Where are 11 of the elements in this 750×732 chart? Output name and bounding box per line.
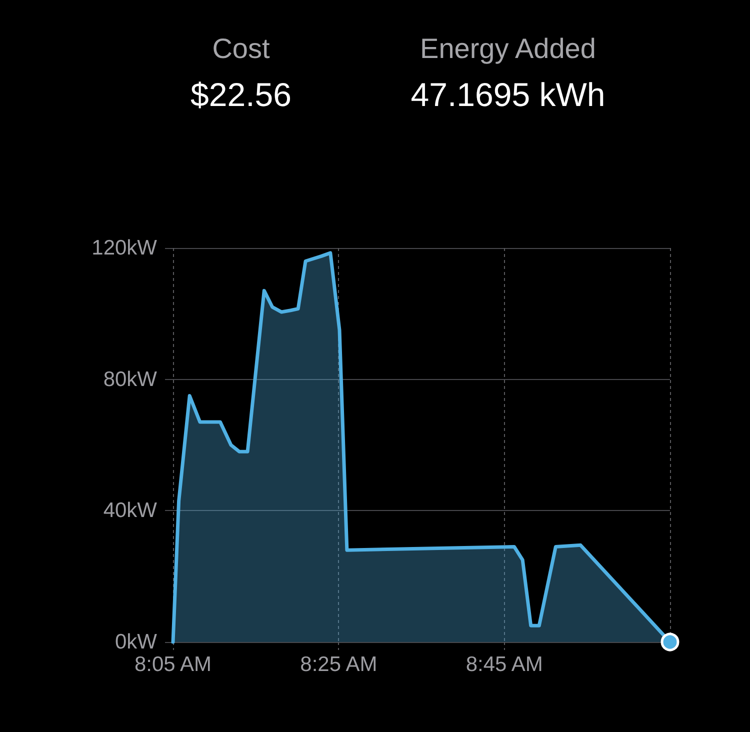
y-tick-label: 120kW bbox=[92, 236, 158, 260]
x-tick-label: 8:25 AM bbox=[300, 653, 378, 676]
text: Energy Added bbox=[419, 32, 597, 66]
y-tick-label: 80kW bbox=[103, 368, 158, 391]
x-tick-label: 8:05 AM bbox=[134, 653, 212, 676]
text: Cost bbox=[212, 33, 270, 64]
text: 47.1695 kWh bbox=[410, 76, 606, 114]
text: $22.56 bbox=[190, 76, 292, 113]
y-tick-label: 0kW bbox=[115, 630, 158, 654]
x-tick-label: 8:45 AM bbox=[466, 653, 543, 676]
y-tick-label: 40kW bbox=[103, 499, 158, 522]
